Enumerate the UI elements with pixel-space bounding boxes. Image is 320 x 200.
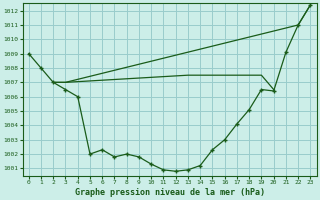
X-axis label: Graphe pression niveau de la mer (hPa): Graphe pression niveau de la mer (hPa) bbox=[75, 188, 265, 197]
